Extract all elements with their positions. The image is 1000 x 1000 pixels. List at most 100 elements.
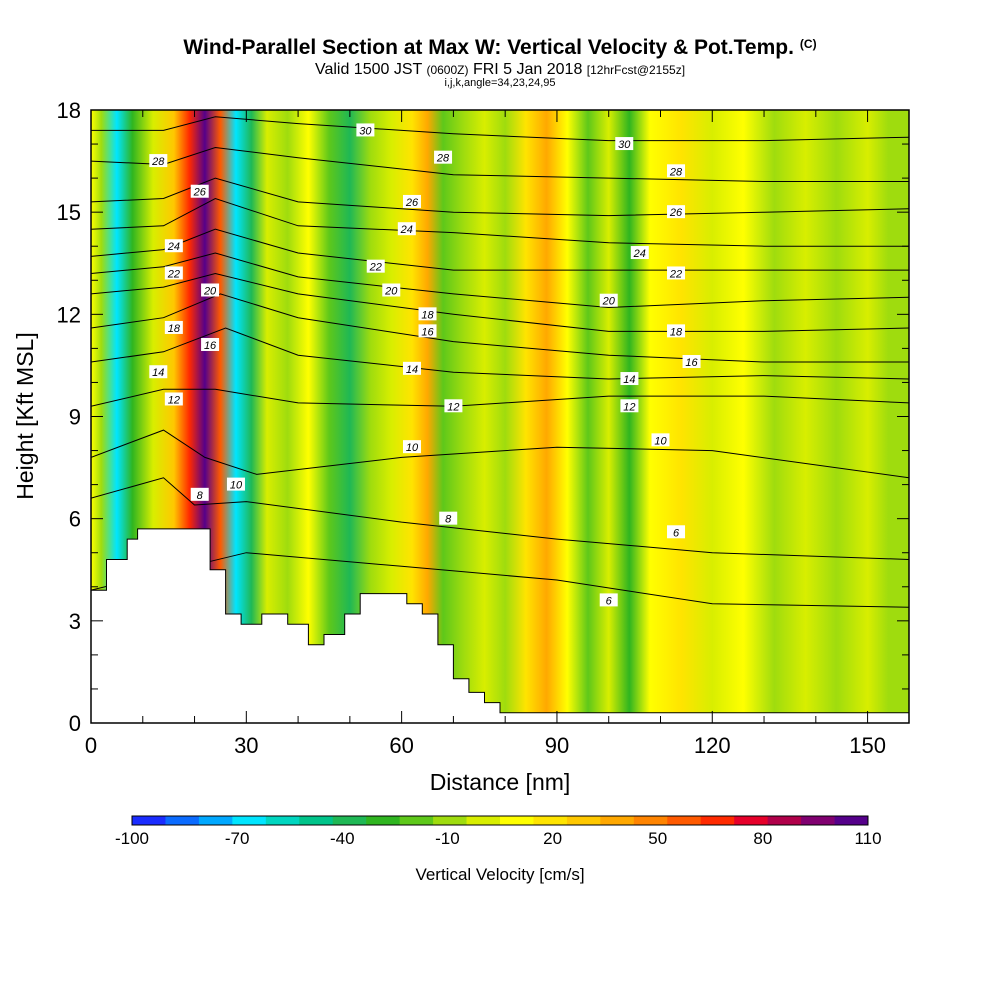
contour-label: 18 bbox=[164, 320, 183, 335]
colorbar-swatch bbox=[767, 816, 802, 825]
colorbar-swatch bbox=[700, 816, 735, 825]
y-axis: 0 3 6 9 12 15 18 bbox=[57, 98, 909, 736]
chart-title: Wind-Parallel Section at Max W: Vertical… bbox=[0, 36, 1000, 60]
title-text: Wind-Parallel Section at Max W: Vertical… bbox=[183, 36, 794, 59]
colorbar-tick-label: -100 bbox=[115, 829, 149, 848]
colorbar-swatch bbox=[198, 816, 233, 825]
svg-text:26: 26 bbox=[405, 197, 419, 209]
x-axis: 0 30 60 90 120 150 bbox=[85, 110, 886, 758]
svg-text:14: 14 bbox=[623, 374, 635, 386]
colorbar-swatch bbox=[132, 816, 166, 825]
theta-contour-6 bbox=[91, 552, 909, 608]
svg-text:10: 10 bbox=[230, 480, 243, 492]
contour-label: 30 bbox=[356, 123, 375, 137]
valid-date: FRI 5 Jan 2018 bbox=[472, 61, 583, 78]
y-axis-label: Height [Kft MSL] bbox=[12, 332, 38, 499]
theta-contour-18 bbox=[91, 272, 909, 332]
colorbar-swatch bbox=[667, 816, 702, 825]
x-tick-label: 0 bbox=[85, 733, 97, 758]
theta-contour-16 bbox=[91, 293, 909, 363]
contour-label: 10 bbox=[226, 477, 245, 492]
contour-label: 8 bbox=[190, 487, 209, 502]
colorbar-tick-label: 50 bbox=[648, 829, 667, 848]
svg-text:20: 20 bbox=[602, 296, 616, 308]
colorbar-swatch bbox=[332, 816, 367, 825]
svg-text:22: 22 bbox=[369, 262, 382, 274]
colorbar-tick-label: 110 bbox=[854, 829, 881, 848]
svg-text:12: 12 bbox=[623, 401, 635, 413]
svg-text:18: 18 bbox=[168, 323, 181, 335]
y-tick-label: 18 bbox=[57, 98, 81, 123]
plot-area: 2826242220181614128103028262422201816141… bbox=[91, 110, 909, 723]
svg-text:8: 8 bbox=[197, 490, 204, 502]
colorbar-swatch bbox=[232, 816, 267, 825]
contour-label: 28 bbox=[434, 150, 453, 165]
contour-label: 8 bbox=[439, 511, 458, 526]
contour-label: 6 bbox=[599, 593, 618, 607]
colorbar-tick-label: -70 bbox=[225, 829, 250, 848]
terrain bbox=[91, 528, 909, 723]
colorbar-swatch bbox=[834, 816, 869, 825]
colorbar-swatch bbox=[466, 816, 501, 825]
svg-text:24: 24 bbox=[167, 241, 180, 253]
y-tick-label: 12 bbox=[57, 302, 81, 327]
contour-label: 24 bbox=[630, 246, 649, 260]
svg-text:10: 10 bbox=[654, 435, 667, 447]
svg-text:18: 18 bbox=[670, 326, 683, 338]
colorbar-swatch bbox=[566, 816, 601, 825]
grid-indices: i,j,k,angle=34,23,24,95 bbox=[444, 77, 556, 89]
svg-text:28: 28 bbox=[436, 153, 450, 165]
svg-text:24: 24 bbox=[400, 224, 413, 236]
colorbar-swatch bbox=[533, 816, 568, 825]
svg-text:18: 18 bbox=[421, 309, 434, 321]
contour-label: 28 bbox=[667, 164, 686, 178]
colorbar-swatch bbox=[633, 816, 668, 825]
svg-text:22: 22 bbox=[669, 268, 682, 280]
contour-label: 30 bbox=[615, 137, 634, 151]
contour-label: 20 bbox=[382, 283, 401, 297]
svg-text:6: 6 bbox=[673, 527, 680, 539]
contour-label: 6 bbox=[667, 525, 686, 539]
contour-label: 18 bbox=[667, 324, 686, 338]
contour-label: 14 bbox=[149, 365, 168, 379]
valid-time: Valid 1500 JST bbox=[314, 61, 422, 78]
theta-contour-26 bbox=[91, 177, 909, 217]
colorbar-swatch bbox=[500, 816, 534, 825]
theta-contour-24 bbox=[91, 197, 909, 247]
contour-label: 22 bbox=[667, 266, 686, 280]
y-tick-label: 3 bbox=[69, 609, 81, 634]
colorbar-label: Vertical Velocity [cm/s] bbox=[415, 865, 584, 884]
colorbar-swatch bbox=[801, 816, 835, 825]
colorbar: -100 -70 -40 -10 20 50 80 110 bbox=[115, 815, 882, 848]
contour-label: 26 bbox=[190, 184, 209, 199]
theta-contour-14 bbox=[91, 327, 909, 380]
y-tick-label: 6 bbox=[69, 507, 81, 532]
x-axis-label: Distance [nm] bbox=[430, 769, 571, 795]
contour-label: 10 bbox=[402, 440, 421, 454]
contour-label: 12 bbox=[620, 399, 639, 413]
y-tick-label: 0 bbox=[69, 711, 81, 736]
svg-text:30: 30 bbox=[359, 125, 372, 137]
contour-label: 14 bbox=[620, 372, 639, 386]
colorbar-tick-label: -40 bbox=[330, 829, 355, 848]
svg-text:14: 14 bbox=[152, 367, 164, 379]
svg-text:14: 14 bbox=[406, 364, 418, 376]
contour-label: 12 bbox=[164, 392, 183, 406]
contour-label: 26 bbox=[667, 205, 686, 219]
theta-contour-10 bbox=[91, 429, 909, 479]
contour-label: 20 bbox=[599, 293, 618, 308]
contour-label: 20 bbox=[201, 283, 220, 297]
svg-text:20: 20 bbox=[384, 285, 398, 297]
svg-text:30: 30 bbox=[618, 139, 631, 151]
svg-text:10: 10 bbox=[406, 442, 419, 454]
colorbar-swatch bbox=[399, 816, 434, 825]
svg-text:24: 24 bbox=[633, 248, 646, 260]
colorbar-tick-label: 80 bbox=[753, 829, 772, 848]
colorbar-tick-label: -10 bbox=[435, 829, 460, 848]
theta-contour-28 bbox=[91, 146, 909, 182]
theta-contour-20 bbox=[91, 252, 909, 309]
colorbar-swatch bbox=[265, 816, 300, 825]
forecast-info: [12hrFcst@2155z] bbox=[586, 63, 686, 77]
x-tick-label: 150 bbox=[849, 733, 886, 758]
